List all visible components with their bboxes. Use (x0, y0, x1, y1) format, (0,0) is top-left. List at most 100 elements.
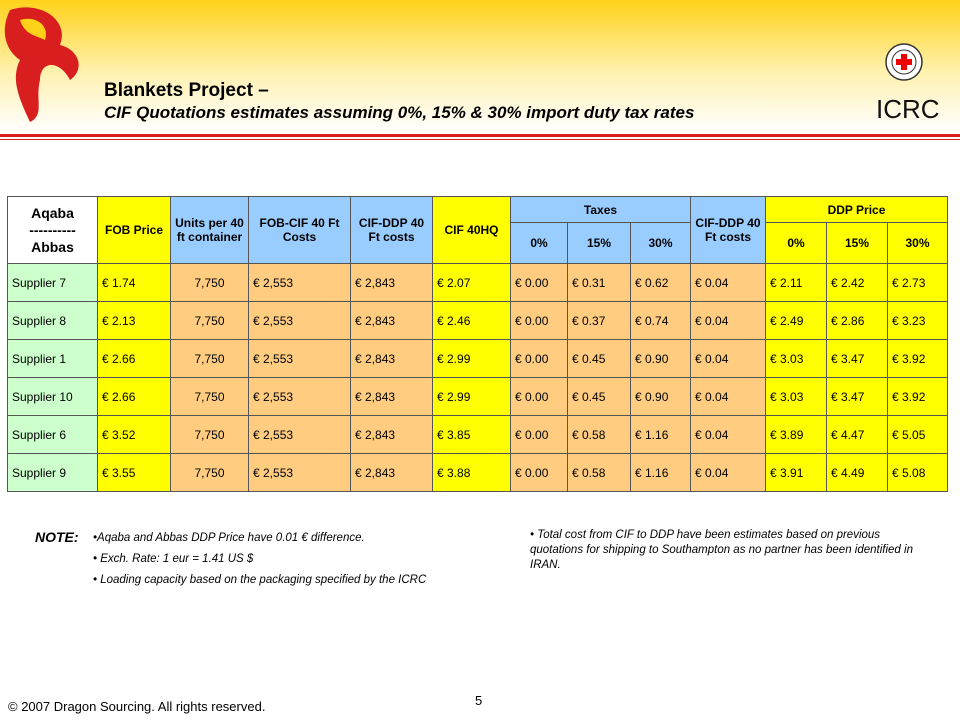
title: Blankets Project – (104, 80, 269, 101)
cell: € 2,843 (350, 377, 433, 416)
cell: 7,750 (170, 263, 249, 302)
cell: € 2.13 (97, 301, 171, 340)
cell: € 0.45 (567, 339, 631, 378)
subtitle: CIF Quotations estimates assuming 0%, 15… (104, 103, 695, 122)
rate-header: 15% (567, 222, 631, 264)
cell: € 2,843 (350, 339, 433, 378)
column-header: Units per 40 ft container (170, 196, 249, 264)
supplier-name: Supplier 8 (7, 301, 98, 340)
column-header: CIF 40HQ (432, 196, 511, 264)
supplier-name: Supplier 6 (7, 415, 98, 454)
cell: € 3.88 (432, 453, 511, 492)
page-number: 5 (475, 693, 483, 708)
logo-text: ICRC (876, 94, 940, 124)
rate-header: 30% (630, 222, 691, 264)
cell: € 3.92 (887, 377, 948, 416)
note-list: •Aqaba and Abbas DDP Price have 0.01 € d… (93, 528, 513, 591)
icrc-emblem (885, 43, 923, 81)
supplier-name: Supplier 1 (7, 339, 98, 378)
supplier-name: Supplier 9 (7, 453, 98, 492)
cell: € 3.03 (765, 339, 827, 378)
dragon-logo (4, 7, 79, 123)
cell: € 0.58 (567, 415, 631, 454)
cell: € 2.66 (97, 339, 171, 378)
cell: € 2.42 (826, 263, 888, 302)
cell: € 2,843 (350, 415, 433, 454)
cell: € 0.04 (690, 415, 766, 454)
rate-header: 0% (510, 222, 568, 264)
cell: 7,750 (170, 453, 249, 492)
table-row: Supplier 1 € 2.66 7,750 € 2,553 € 2,843 € 2.9… (7, 339, 948, 378)
cell: € 0.04 (690, 453, 766, 492)
cell: 7,750 (170, 301, 249, 340)
cell: € 1.74 (97, 263, 171, 302)
price-table: Aqaba ---------- Abbas FOB Price Units per… (7, 196, 948, 492)
cell: € 0.04 (690, 301, 766, 340)
route-from: Aqaba (31, 204, 74, 221)
table-row: Supplier 10 € 2.66 7,750 € 2,553 € 2,843 € 2.… (7, 377, 948, 416)
note: • Exch. Rate: 1 eur = 1.41 US $ (93, 553, 254, 565)
cell: € 2.86 (826, 301, 888, 340)
cell: € 0.04 (690, 377, 766, 416)
cell: € 0.00 (510, 377, 568, 416)
cell: € 2.73 (887, 263, 948, 302)
column-header: CIF-DDP 40 Ft costs (350, 196, 433, 264)
cell: € 0.90 (630, 377, 691, 416)
cell: € 0.37 (567, 301, 631, 340)
cell: € 2,553 (248, 377, 351, 416)
route-header: Aqaba ---------- Abbas (7, 196, 98, 264)
cell: € 3.89 (765, 415, 827, 454)
cell: € 2.49 (765, 301, 827, 340)
note: • Total cost from CIF to DDP have been e… (530, 529, 913, 571)
note-label: NOTE: (35, 529, 79, 545)
cell: 7,750 (170, 339, 249, 378)
table-row: Supplier 8 € 2.13 7,750 € 2,553 € 2,843 € 2.4… (7, 301, 948, 340)
cell: € 3.55 (97, 453, 171, 492)
cell: € 5.05 (887, 415, 948, 454)
cell: € 3.92 (887, 339, 948, 378)
cell: € 0.31 (567, 263, 631, 302)
cell: € 0.00 (510, 301, 568, 340)
cell: € 0.04 (690, 339, 766, 378)
cell: € 2,843 (350, 263, 433, 302)
cell: € 3.47 (826, 339, 888, 378)
group-header: Taxes (510, 196, 691, 223)
divider (0, 134, 960, 137)
cell: € 2,553 (248, 301, 351, 340)
cell: € 0.45 (567, 377, 631, 416)
cell: € 0.62 (630, 263, 691, 302)
copyright: © 2007 Dragon Sourcing. All rights reser… (8, 699, 266, 714)
note: • Loading capacity based on the packagin… (93, 574, 427, 586)
cell: € 4.47 (826, 415, 888, 454)
cell: 7,750 (170, 415, 249, 454)
cell: € 1.16 (630, 415, 691, 454)
cell: € 3.23 (887, 301, 948, 340)
cell: € 2.99 (432, 377, 511, 416)
note: •Aqaba and Abbas DDP Price have 0.01 € d… (93, 532, 365, 544)
rate-header: 15% (826, 222, 888, 264)
cell: € 2,553 (248, 339, 351, 378)
cell: € 3.47 (826, 377, 888, 416)
cell: € 0.00 (510, 263, 568, 302)
divider (0, 139, 960, 140)
cell: € 0.00 (510, 415, 568, 454)
route-sep: ---------- (29, 221, 76, 238)
cell: € 3.03 (765, 377, 827, 416)
route-to: Abbas (31, 238, 74, 255)
column-header: CIF-DDP 40 Ft costs (690, 196, 766, 264)
cell: € 2.46 (432, 301, 511, 340)
cell: € 2.66 (97, 377, 171, 416)
table-row: Supplier 6 € 3.52 7,750 € 2,553 € 2,843 € 3.8… (7, 415, 948, 454)
cell: € 2,553 (248, 263, 351, 302)
cell: € 0.00 (510, 339, 568, 378)
cell: € 0.00 (510, 453, 568, 492)
cell: € 2,843 (350, 301, 433, 340)
cell: € 5.08 (887, 453, 948, 492)
rate-header: 30% (887, 222, 948, 264)
cell: € 2,843 (350, 453, 433, 492)
column-header: FOB Price (97, 196, 171, 264)
supplier-name: Supplier 7 (7, 263, 98, 302)
cell: € 2.11 (765, 263, 827, 302)
table-row: Supplier 7 € 1.74 7,750 € 2,553 € 2,843 € 2.0… (7, 263, 948, 302)
